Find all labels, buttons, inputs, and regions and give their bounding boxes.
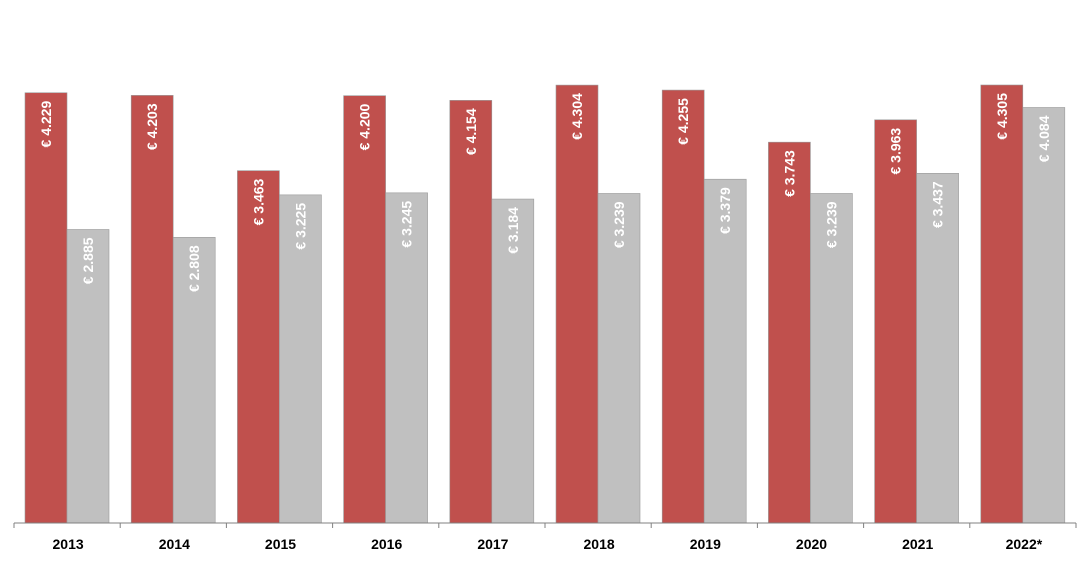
- bar-red-2022*: [980, 84, 1024, 524]
- bar-data-label: € 3.437: [930, 181, 946, 228]
- bar-data-label: € 3.184: [505, 207, 521, 254]
- x-tick-label: 2021: [902, 536, 933, 552]
- bar-grey-2017: [491, 198, 535, 524]
- bar-red-2016: [343, 95, 386, 524]
- bar-grey-2019: [703, 178, 747, 524]
- x-tick-label: 2015: [265, 536, 296, 552]
- x-tick-label: 2014: [159, 536, 190, 552]
- x-tick-label: 2013: [53, 536, 84, 552]
- bar-data-label: € 3.245: [399, 201, 415, 248]
- bar-grey-2014: [172, 237, 216, 524]
- bar-data-label: € 4.229: [38, 101, 54, 148]
- bar-red-2019: [661, 89, 705, 524]
- bar-grey-2015: [279, 194, 322, 524]
- bar-data-label: € 3.379: [717, 187, 733, 234]
- bar-grey-2013: [66, 229, 110, 524]
- x-tick-label: 2019: [690, 536, 721, 552]
- bar-data-label: € 3.239: [611, 201, 627, 248]
- bar-data-label: € 2.885: [80, 237, 96, 284]
- bar-red-2017: [449, 100, 493, 524]
- bar-data-label: € 4.084: [1036, 115, 1052, 162]
- bar-data-label: € 4.305: [994, 93, 1010, 140]
- bar-data-label: € 3.743: [781, 150, 797, 197]
- bar-data-label: € 4.203: [144, 103, 160, 150]
- bar-red-2014: [130, 95, 174, 524]
- bar-data-label: € 3.239: [823, 201, 839, 248]
- bar-data-label: € 4.304: [569, 93, 585, 140]
- x-tick-labels: 2013 2014 2015 2016 2017 2018 2019 2020 2021 2022…: [53, 536, 1043, 552]
- x-tick-label: 2022*: [1006, 536, 1043, 552]
- bar-data-label: € 4.154: [463, 108, 479, 155]
- bar-data-label: € 4.255: [675, 98, 691, 145]
- bar-red-2015: [237, 170, 280, 524]
- x-tick-label: 2018: [584, 536, 615, 552]
- bar-red-2018: [555, 84, 599, 524]
- bar-data-label: € 3.225: [292, 203, 308, 250]
- bar-grey-2016: [385, 192, 428, 524]
- x-tick-label: 2017: [477, 536, 508, 552]
- x-tick-label: 2016: [371, 536, 402, 552]
- bar-data-label: € 4.200: [357, 103, 373, 150]
- bars-group: € 4.229 € 2.885 € 4.203 € 2.808 € 3.463 € 3.2…: [24, 84, 1066, 524]
- bar-data-label: € 3.963: [888, 128, 904, 175]
- bar-data-label: € 3.463: [250, 178, 266, 225]
- x-tick-label: 2020: [796, 536, 827, 552]
- bar-grey-2021: [916, 173, 959, 524]
- bar-grey-2022*: [1022, 107, 1066, 524]
- bar-red-2020: [768, 141, 811, 524]
- x-axis: [13, 522, 1077, 528]
- bar-red-2013: [24, 92, 68, 524]
- bar-data-label: € 2.808: [186, 245, 202, 292]
- bar-red-2021: [874, 119, 917, 524]
